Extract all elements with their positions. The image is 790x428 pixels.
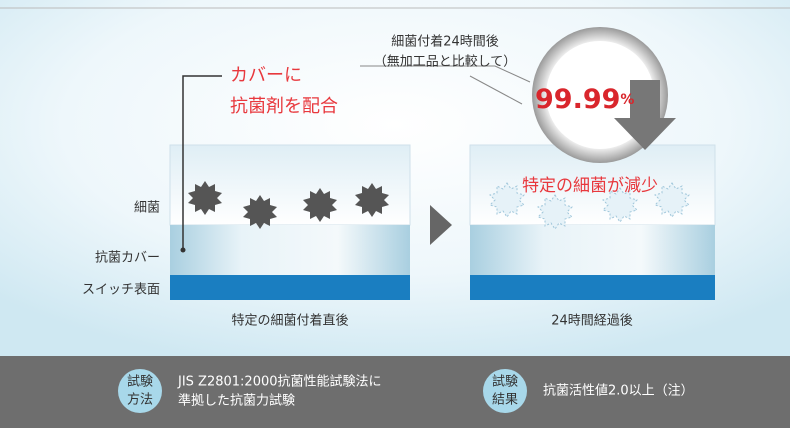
cover-note: 抗菌剤を配合 [230, 96, 338, 117]
badge-text: 方法 [127, 392, 153, 408]
result-text: 抗菌活性値2.0以上（注） [543, 383, 694, 399]
badge-text: 結果 [492, 393, 518, 408]
leader-dot [181, 248, 186, 253]
caption: 24時間経過後 [551, 314, 633, 329]
layer-label: 抗菌カバー [95, 251, 160, 266]
rate-value: 99.99% [535, 84, 634, 115]
callout-text: 細菌付着24時間後 [391, 34, 499, 50]
method-text: 準拠した抗菌力試験 [178, 393, 295, 409]
callout-text: （無加工品と比較して） [374, 55, 517, 70]
rate-number: 99.99 [535, 84, 620, 115]
after-panel [470, 145, 715, 300]
caption: 特定の細菌付着直後 [231, 313, 348, 329]
method-text: JIS Z2801:2000抗菌性能試験法に [177, 374, 382, 390]
rate-unit: % [620, 92, 634, 108]
after-note: 特定の細菌が減少 [522, 176, 658, 196]
badge-text: 試験 [127, 374, 153, 390]
layer-label: 細菌 [134, 201, 160, 216]
before-panel [170, 145, 410, 300]
layer-label: スイッチ表面 [82, 283, 160, 298]
cover-note: カバーに [230, 65, 302, 86]
badge-text: 試験 [492, 374, 518, 390]
infographic: 細菌 抗菌カバー スイッチ表面 特定の細菌付着直後 カバーに 抗菌剤を配合 特定… [0, 0, 790, 428]
